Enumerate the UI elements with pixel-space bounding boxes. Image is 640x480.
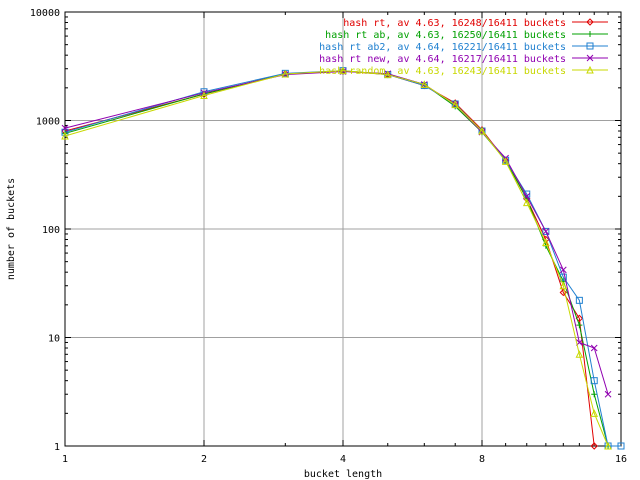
- series-1: [61, 67, 598, 450]
- series-line: [64, 70, 609, 447]
- data-point: [522, 198, 531, 207]
- data-point: [542, 238, 550, 247]
- data-point: [575, 350, 584, 358]
- y-tick-label: 100: [42, 225, 60, 236]
- data-point: [281, 69, 290, 78]
- data-point: [559, 288, 568, 297]
- legend-label: hash random, av 4.63, 16243/16411 bucket…: [319, 66, 566, 77]
- series-2: [62, 68, 612, 449]
- legend: hash rt, av 4.63, 16248/16411 bucketshas…: [319, 18, 608, 77]
- x-tick-label: 1: [62, 454, 68, 465]
- data-point: [200, 91, 208, 99]
- data-point: [339, 66, 347, 75]
- data-point: [576, 322, 583, 329]
- y-tick-label: 10: [48, 334, 60, 345]
- x-tick-label: 2: [201, 454, 207, 465]
- legend-label: hash rt new, av 4.64, 16217/16411 bucket…: [319, 54, 566, 65]
- series-5: [61, 66, 612, 450]
- data-point: [501, 157, 510, 165]
- data-point: [420, 80, 429, 88]
- data-point: [586, 54, 594, 62]
- data-point: [586, 18, 594, 26]
- data-point: [590, 442, 598, 450]
- legend-label: hash rt ab2, av 4.64, 16221/16411 bucket…: [319, 42, 566, 53]
- data-point: [590, 377, 598, 385]
- data-point: [575, 314, 584, 323]
- x-tick-label: 8: [479, 454, 485, 465]
- data-point: [478, 126, 486, 135]
- data-point: [383, 70, 392, 79]
- series-line: [64, 70, 609, 447]
- axis-ticks: 1 2 4 8 16 1 10 100 1000 10000: [30, 8, 627, 465]
- data-point: [542, 227, 550, 235]
- data-point: [586, 65, 594, 74]
- data-point: [542, 228, 550, 235]
- data-point: [587, 31, 593, 37]
- x-axis-label: bucket length: [304, 469, 382, 480]
- data-point: [61, 131, 69, 140]
- data-point: [604, 441, 612, 450]
- y-axis-label: number of buckets: [6, 178, 17, 280]
- x-tick-label: 16: [615, 454, 627, 465]
- data-point: [559, 281, 568, 290]
- series-4: [61, 68, 612, 398]
- data-point: [575, 296, 583, 304]
- x-tick-label: 4: [340, 454, 346, 465]
- data-point: [590, 409, 599, 417]
- y-tick-label: 1: [54, 442, 60, 453]
- data-point: [604, 390, 612, 398]
- data-point: [451, 100, 460, 109]
- data-point: [61, 124, 69, 132]
- data-point: [590, 344, 598, 352]
- data-point: [617, 442, 625, 450]
- y-tick-label: 10000: [30, 8, 60, 19]
- legend-label: hash rt ab, av 4.63, 16250/16411 buckets: [325, 30, 566, 41]
- data-point: [61, 128, 69, 136]
- series-layer: [61, 66, 625, 450]
- data-point: [559, 266, 567, 274]
- grid: [65, 12, 621, 446]
- y-tick-label: 1000: [36, 117, 60, 128]
- legend-label: hash rt, av 4.63, 16248/16411 buckets: [343, 18, 566, 29]
- data-point: [586, 42, 594, 50]
- data-point: [591, 391, 598, 398]
- series-line: [64, 70, 595, 447]
- series-line: [64, 70, 609, 395]
